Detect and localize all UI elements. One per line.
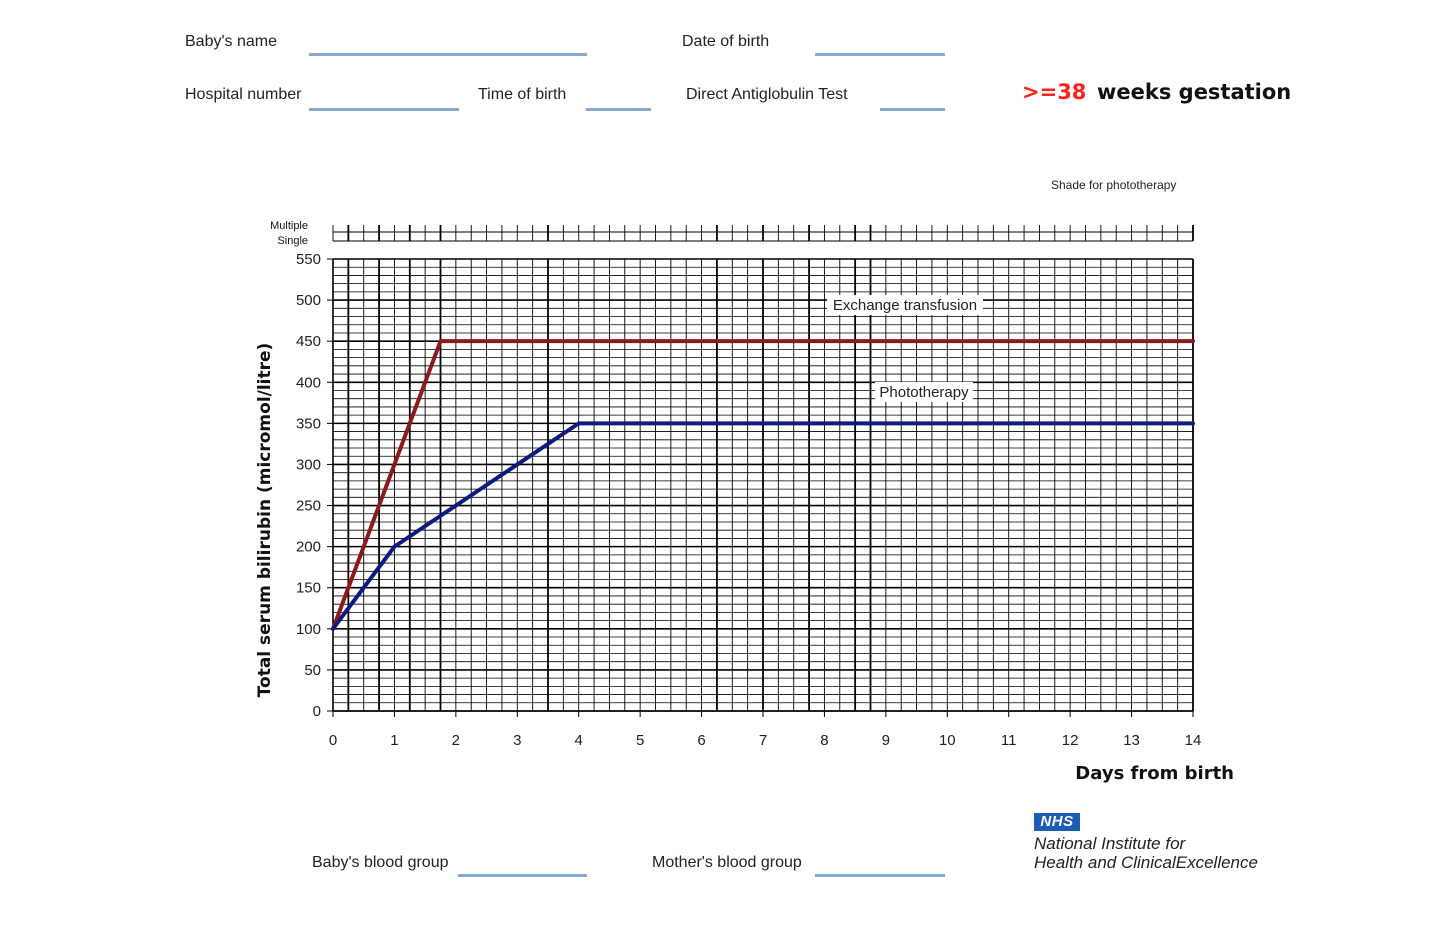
x-tick-label: 10 [939, 732, 956, 749]
y-tick-label: 300 [296, 456, 321, 473]
babys-blood-group-label: Baby's blood group [312, 854, 449, 871]
x-tick-label: 4 [575, 732, 583, 749]
x-tick-label: 1 [390, 732, 398, 749]
x-tick-label: 9 [882, 732, 890, 749]
gestation-label: weeks gestation [1097, 80, 1292, 104]
hospital-number-label: Hospital number [185, 86, 302, 103]
y-tick-label: 500 [296, 292, 321, 309]
hospital-number-field[interactable] [309, 108, 459, 111]
y-tick-label: 400 [296, 374, 321, 391]
babys-name-label: Baby's name [185, 33, 277, 50]
x-tick-label: 7 [759, 732, 767, 749]
time-of-birth-field[interactable] [586, 108, 651, 111]
dat-field[interactable] [880, 108, 945, 111]
phototherapy-line [331, 421, 1195, 631]
x-tick-label: 3 [513, 732, 521, 749]
nice-line-1: National Institute for [1034, 834, 1186, 853]
mothers-blood-group-field[interactable] [815, 874, 945, 877]
x-tick-label: 5 [636, 732, 644, 749]
phototherapy-strip: Multiple Single [270, 220, 1194, 247]
mothers-blood-group-label: Mother's blood group [652, 854, 802, 871]
x-tick-label: 6 [697, 732, 705, 749]
annotation-bg [827, 295, 983, 315]
y-tick-label: 550 [296, 251, 321, 268]
phototherapy-label: Phototherapy [879, 384, 969, 401]
y-axis-label: Total serum bilirubin (micromol/litre) [255, 343, 275, 698]
babys-blood-group-field[interactable] [458, 874, 587, 877]
y-tick-label: 350 [296, 415, 321, 432]
date-of-birth-field[interactable] [815, 53, 945, 56]
chart-grid [332, 258, 1194, 712]
strip-row-label-multiple: Multiple [270, 220, 308, 232]
y-tick-label: 0 [313, 703, 321, 720]
date-of-birth-label: Date of birth [682, 33, 770, 50]
y-tick-label: 200 [296, 539, 321, 556]
x-tick-label: 13 [1123, 732, 1140, 749]
shade-for-phototherapy-label: Shade for phototherapy [1051, 178, 1177, 192]
annotation-bg [875, 382, 973, 402]
x-tick-label: 8 [820, 732, 828, 749]
time-of-birth-label: Time of birth [478, 86, 567, 103]
y-tick-label: 250 [296, 498, 321, 515]
y-tick-label: 450 [296, 333, 321, 350]
gestation-value: >=38 [1022, 80, 1087, 104]
x-tick-label: 0 [329, 732, 337, 749]
exchange-transfusion-label: Exchange transfusion [833, 297, 977, 314]
exchange-transfusion-line [331, 339, 1195, 631]
x-tick-label: 2 [452, 732, 460, 749]
x-tick-label: 12 [1062, 732, 1079, 749]
chart-annotations: Exchange transfusion Phototherapy [827, 295, 983, 402]
nice-line-2: Health and ClinicalExcellence [1034, 853, 1258, 872]
x-axis-label: Days from birth [1075, 763, 1234, 784]
chart-series [331, 339, 1195, 631]
y-tick-label: 150 [296, 580, 321, 597]
strip-row-label-single: Single [277, 235, 308, 247]
x-tick-label: 11 [1001, 732, 1017, 749]
dat-label: Direct Antiglobulin Test [686, 86, 848, 103]
babys-name-field[interactable] [309, 53, 587, 56]
y-tick-label: 100 [296, 621, 321, 638]
x-tick-label: 14 [1185, 732, 1202, 749]
nhs-logo: NHS [1034, 813, 1080, 831]
y-tick-label: 50 [304, 662, 321, 679]
